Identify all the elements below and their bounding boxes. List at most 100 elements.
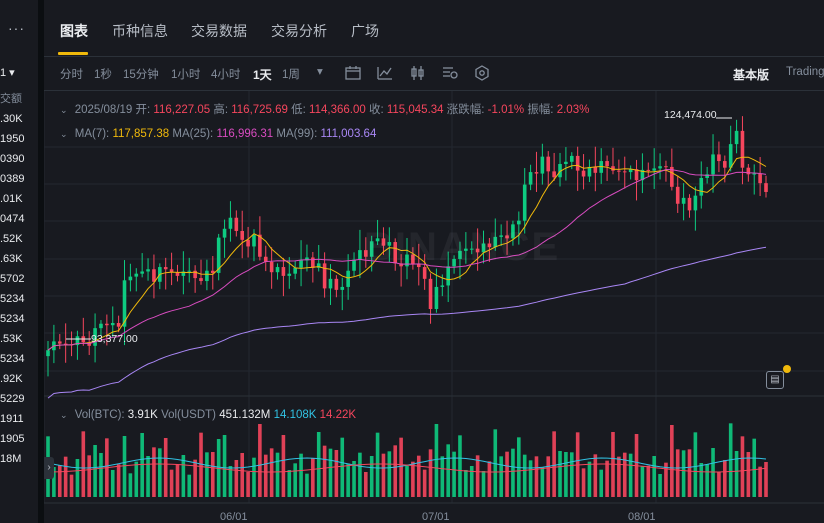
depth-view-icon[interactable] (441, 64, 459, 82)
candle-body (99, 323, 103, 329)
candle-body (464, 248, 468, 251)
chart-canvas[interactable] (44, 91, 824, 523)
volume-bar (628, 453, 633, 497)
volume-bar (422, 469, 427, 497)
volume-bar (158, 448, 162, 497)
candle-body (475, 248, 480, 253)
candle-body (399, 263, 403, 267)
timeframe-4[interactable]: 4小时 (211, 69, 241, 81)
volume-bar (458, 435, 462, 497)
tab-1[interactable]: 币种信息 (112, 23, 168, 39)
volume-bar (569, 452, 574, 497)
volume-bar (375, 432, 380, 497)
candlestick-type-icon[interactable] (409, 64, 427, 82)
timeframe-1[interactable]: 1秒 (94, 69, 112, 81)
candle-body (717, 154, 721, 162)
candle-body (552, 171, 556, 178)
volume-bar (110, 470, 115, 497)
volume-bar (140, 433, 144, 497)
ma-collapse-chevron-icon[interactable]: ⌄ (60, 129, 68, 139)
sidebar-volume-row: 0390 (0, 153, 25, 165)
candle-body (57, 341, 62, 344)
candle-body (110, 323, 115, 326)
ohlc-info: ⌄ 2025/08/19 开: 116,227.05 高: 116,725.69… (60, 101, 589, 117)
sidebar-volume-row: .92K (0, 373, 23, 385)
tab-4[interactable]: 广场 (351, 23, 379, 39)
volume-bar (652, 456, 656, 497)
candle-body (617, 170, 621, 172)
candle-body (405, 254, 409, 267)
volume-bar (505, 451, 509, 497)
candle-body (75, 336, 80, 346)
volume-bar (163, 438, 168, 497)
candle-body (146, 269, 150, 272)
volume-bar (522, 454, 527, 497)
volume-bar (193, 459, 197, 497)
tab-3[interactable]: 交易分析 (271, 23, 327, 39)
volume-bar (405, 465, 409, 497)
timeframe-0[interactable]: 分时 (60, 69, 83, 81)
timeframe-3[interactable]: 1小时 (171, 69, 201, 81)
candle-body (469, 248, 474, 250)
volume-bar (128, 473, 133, 497)
candle-body (316, 263, 321, 268)
volume-bar (99, 453, 103, 497)
ma99-value: 111,003.64 (320, 128, 377, 140)
volume-bar (240, 453, 245, 497)
candlestick-chart[interactable]: BINANCE ⌄ 2025/08/19 开: 116,227.05 高: 11… (44, 91, 824, 523)
indicator-icon[interactable] (376, 64, 394, 82)
candle-body (505, 235, 509, 239)
more-options-icon[interactable]: ··· (8, 20, 25, 36)
collapse-chevron-icon[interactable]: ⌄ (60, 105, 68, 115)
timeframe-6[interactable]: 1周 (282, 69, 300, 81)
candle-settings-icon[interactable] (344, 64, 362, 82)
volume-bar (440, 456, 445, 497)
tradingview-button[interactable]: Trading (786, 66, 824, 78)
tab-0[interactable]: 图表 (60, 23, 88, 39)
candle-body (705, 174, 709, 178)
ma99-label: MA(99): (276, 128, 318, 140)
more-intervals-chevron-icon[interactable]: ▾ (317, 66, 323, 78)
volume-bar (63, 456, 68, 497)
volume-bar (717, 472, 721, 497)
volume-bar (564, 452, 568, 497)
candle-body (575, 155, 580, 171)
volume-bar (469, 466, 474, 497)
volume-bar (546, 456, 551, 497)
sidebar-volume-row: 0389 (0, 173, 25, 185)
volume-bar (752, 438, 757, 497)
volume-bar (275, 452, 280, 497)
candle-body (487, 243, 492, 248)
ma-info: ⌄ MA(7): 117,857.38 MA(25): 116,996.31 M… (60, 128, 376, 140)
candle-body (658, 166, 662, 169)
close-label: 收: (368, 104, 384, 116)
volume-bar (699, 463, 704, 497)
volume-bar (234, 460, 239, 497)
tab-2[interactable]: 交易数据 (191, 23, 247, 39)
notes-icon[interactable]: ▤ (766, 371, 784, 389)
candle-body (664, 166, 668, 168)
volume-bar (528, 460, 533, 497)
precision-selector[interactable]: 1 ▾ (0, 67, 15, 79)
sidebar-volume-row: 5234 (0, 313, 25, 325)
expand-chevron-icon[interactable]: › (44, 457, 54, 479)
candle-body (134, 273, 139, 277)
amplitude-value: 2.03% (556, 104, 590, 116)
candle-body (422, 267, 427, 279)
timeframe-5[interactable]: 1天 (253, 68, 272, 82)
volume-bar (705, 464, 709, 497)
sidebar-volume-row: 1911 (0, 413, 24, 425)
volume-bar (475, 455, 480, 497)
volume-bar (175, 464, 180, 497)
basic-view-button[interactable]: 基本版 (733, 68, 770, 82)
volume-bar (169, 469, 174, 497)
chart-panel: 图表 币种信息 交易数据 交易分析 广场 分时 1秒 15分钟 1小时 4小时 1天 1周 ▾ 基本… (44, 0, 824, 523)
timeframe-2[interactable]: 15分钟 (123, 69, 159, 81)
volume-bar (75, 459, 80, 497)
volume-bar (246, 472, 250, 497)
settings-hexagon-icon[interactable] (473, 64, 491, 82)
vol-collapse-chevron-icon[interactable]: ⌄ (60, 410, 68, 420)
vol-btc-value: 3.91K (127, 409, 158, 421)
volume-bar (434, 424, 439, 497)
vol-ma2-line (47, 463, 767, 473)
